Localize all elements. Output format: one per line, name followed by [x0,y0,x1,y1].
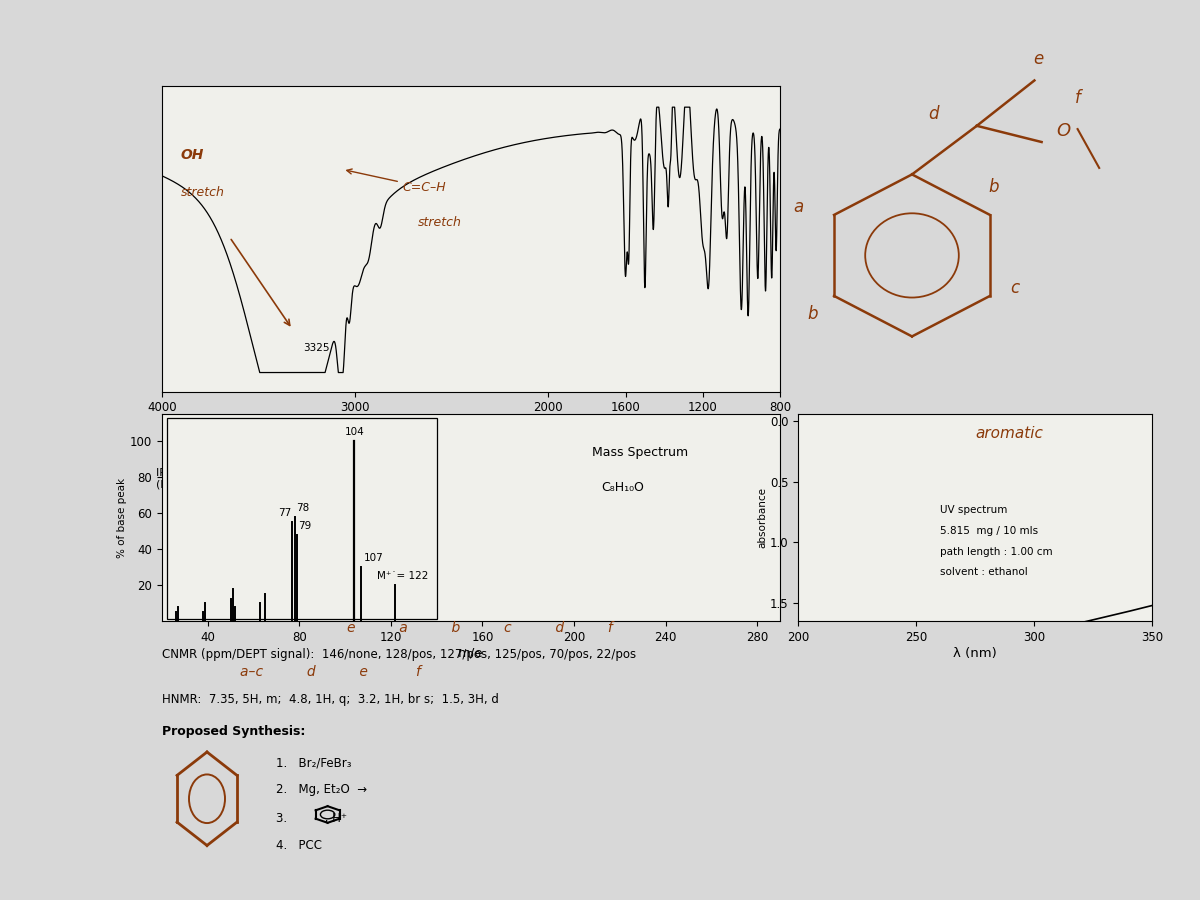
Text: O: O [1056,122,1070,140]
X-axis label: V (cm⁻¹): V (cm⁻¹) [444,417,498,430]
Text: solvent : ethanol: solvent : ethanol [940,568,1027,578]
Text: 1.   Br₂/FeBr₃: 1. Br₂/FeBr₃ [276,756,352,769]
Text: 104: 104 [344,428,364,437]
Text: d: d [929,105,938,123]
Text: e          a          b          c          d          f: e a b c d f [347,620,613,634]
Text: M⁺˙= 122: M⁺˙= 122 [377,572,428,581]
Text: CNMR (ppm/DEPT signal):  146/none, 128/pos, 127/pos, 125/pos, 70/pos, 22/pos: CNMR (ppm/DEPT signal): 146/none, 128/po… [162,648,636,661]
Text: 79: 79 [298,521,312,531]
X-axis label: λ (nm): λ (nm) [953,646,997,660]
Text: c: c [1010,279,1020,297]
X-axis label: m/e: m/e [458,646,484,660]
Text: 2.   Mg, Et₂O  →: 2. Mg, Et₂O → [276,783,367,796]
Text: aromatic: aromatic [974,427,1043,441]
Y-axis label: % of base peak: % of base peak [118,477,127,558]
Text: 107: 107 [364,554,383,563]
Text: a: a [793,198,803,216]
Text: b: b [989,178,998,196]
Text: e: e [1033,50,1043,68]
Text: C=C–H: C=C–H [347,169,446,194]
Text: Mass Spectrum: Mass Spectrum [593,446,689,459]
Y-axis label: absorbance: absorbance [757,487,767,548]
Text: HNMR:  7.35, 5H, m;  4.8, 1H, q;  3.2, 1H, br s;  1.5, 3H, d: HNMR: 7.35, 5H, m; 4.8, 1H, q; 3.2, 1H, … [162,693,499,706]
Text: Proposed Synthesis:: Proposed Synthesis: [162,724,305,737]
Text: 4.   PCC: 4. PCC [276,839,322,851]
Text: path length : 1.00 cm: path length : 1.00 cm [940,547,1052,557]
Text: stretch: stretch [180,185,224,199]
Text: 3325: 3325 [304,343,330,353]
Text: b: b [808,304,817,322]
Text: f: f [1075,89,1080,107]
Text: 5.815  mg / 10 mls: 5.815 mg / 10 mls [940,526,1038,536]
Text: C₈H₁₀O: C₈H₁₀O [601,481,644,493]
Text: stretch: stretch [418,216,462,230]
Text: OH: OH [180,148,204,162]
Text: UV spectrum: UV spectrum [940,506,1007,516]
Text: IR Spectrum
(liquid film): IR Spectrum (liquid film) [156,468,224,490]
Text: a–c          d          e           f: a–c d e f [240,665,421,680]
Text: 3.          , H⁺: 3. , H⁺ [276,812,347,824]
Text: 78: 78 [296,503,310,513]
Text: 77: 77 [278,508,292,518]
Bar [167,418,437,619]
